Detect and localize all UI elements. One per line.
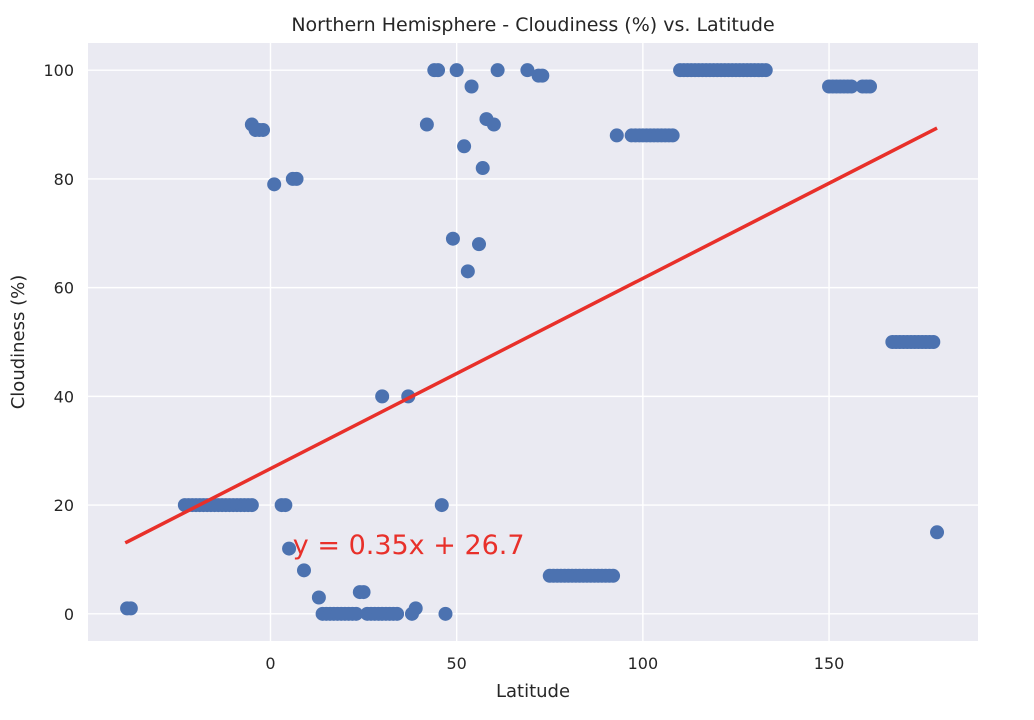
data-point (244, 498, 259, 513)
data-point (431, 63, 446, 78)
y-tick-label: 80 (54, 170, 74, 189)
data-point (419, 117, 434, 132)
data-point (278, 498, 293, 513)
x-tick-label: 0 (265, 654, 275, 673)
x-tick-labels: 0 50 100 150 (265, 654, 844, 673)
data-point (844, 79, 859, 94)
data-point (311, 590, 326, 605)
data-point (356, 585, 371, 600)
data-point (438, 606, 453, 621)
y-tick-label: 100 (43, 61, 74, 80)
data-point (520, 63, 535, 78)
data-point (457, 139, 472, 154)
data-point (289, 171, 304, 186)
y-tick-label: 60 (54, 279, 74, 298)
data-point (296, 563, 311, 578)
data-point (486, 117, 501, 132)
plot-area (88, 43, 978, 641)
data-point (434, 498, 449, 513)
data-point (930, 525, 945, 540)
chart-title: Northern Hemisphere - Cloudiness (%) vs.… (291, 14, 774, 36)
data-point (349, 606, 364, 621)
data-points (120, 63, 945, 621)
y-tick-label: 40 (54, 387, 74, 406)
y-tick-label: 20 (54, 496, 74, 515)
data-point (390, 606, 405, 621)
x-tick-label: 100 (628, 654, 659, 673)
data-point (123, 601, 138, 616)
y-axis-label: Cloudiness (%) (8, 275, 29, 410)
y-tick-labels: 0 20 40 60 80 100 (43, 61, 74, 624)
data-point (464, 79, 479, 94)
data-point (256, 122, 271, 137)
data-point (926, 335, 941, 349)
data-point (408, 601, 423, 616)
regression-equation: y = 0.35x + 26.7 (293, 530, 525, 561)
data-point (449, 63, 464, 78)
y-tick-label: 0 (64, 605, 74, 624)
data-point (863, 79, 878, 94)
data-point (475, 161, 490, 176)
x-tick-label: 150 (814, 654, 845, 673)
data-point (665, 128, 680, 143)
x-axis-label: Latitude (496, 681, 570, 702)
data-point (472, 237, 487, 252)
data-point (445, 231, 460, 246)
data-point (535, 68, 550, 83)
regression-line (124, 126, 938, 545)
data-point (606, 568, 621, 583)
data-point (609, 128, 624, 143)
data-point (490, 63, 505, 78)
data-point (460, 264, 475, 279)
data-point (375, 389, 390, 404)
data-point (758, 63, 773, 78)
data-point (282, 541, 297, 556)
x-tick-label: 50 (446, 654, 466, 673)
data-point (267, 177, 282, 192)
